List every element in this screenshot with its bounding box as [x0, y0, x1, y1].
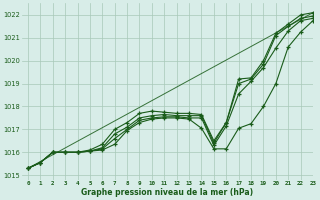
- X-axis label: Graphe pression niveau de la mer (hPa): Graphe pression niveau de la mer (hPa): [81, 188, 253, 197]
